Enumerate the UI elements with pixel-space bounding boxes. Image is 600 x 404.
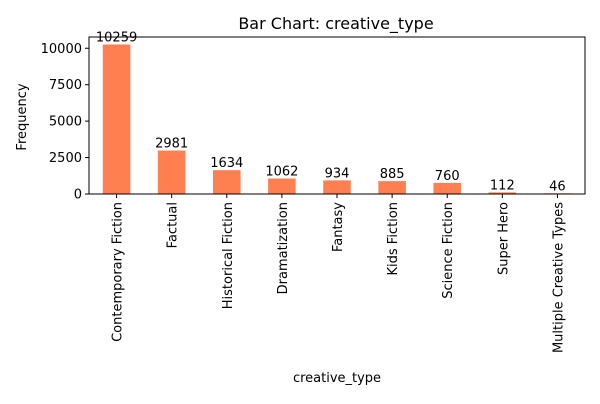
bar-fantasy	[323, 180, 351, 194]
y-tick-label: 0	[74, 188, 82, 203]
data-label-dramatization: 1062	[265, 165, 298, 180]
bar-super-hero	[488, 192, 517, 194]
y-axis: 0 2500 5000 7500 10000	[41, 42, 89, 203]
x-axis: Contemporary Fiction Factual Historical Fi…	[111, 194, 566, 353]
y-tick-label: 7500	[49, 78, 82, 93]
data-label-kids-fiction: 885	[380, 167, 405, 182]
y-axis-label: Frequency	[15, 83, 30, 150]
y-tick-label: 10000	[41, 42, 82, 57]
y-tick-label: 5000	[49, 115, 82, 130]
data-label-science-fiction: 760	[435, 169, 460, 184]
chart-title: Bar Chart: creative_type	[238, 14, 433, 34]
x-tick-label-historical-fiction: Historical Fiction	[221, 202, 236, 309]
data-label-historical-fiction: 1634	[210, 156, 243, 171]
bar-kids-fiction	[378, 181, 406, 194]
bar-contemporary-fiction	[102, 44, 131, 194]
bars-group	[102, 44, 572, 194]
x-tick-label-factual: Factual	[166, 202, 181, 248]
x-tick-label-kids-fiction: Kids Fiction	[386, 202, 401, 276]
x-axis-label: creative_type	[293, 371, 381, 386]
x-tick-label-science-fiction: Science Fiction	[441, 202, 456, 299]
plot-frame	[88, 36, 586, 195]
bar-science-fiction	[433, 182, 461, 194]
bar-factual	[157, 150, 186, 194]
x-tick-label-super-hero: Super Hero	[496, 202, 511, 275]
x-tick-label-dramatization: Dramatization	[276, 202, 291, 294]
data-label-contemporary-fiction: 10259	[96, 30, 137, 45]
x-tick-label-multiple-creative-types: Multiple Creative Types	[551, 202, 566, 353]
data-labels-group: 10259 2981 1634 1062 934 885 760 112 46	[96, 30, 566, 194]
data-label-fantasy: 934	[325, 166, 350, 181]
bar-historical-fiction	[213, 170, 241, 194]
x-tick-label-contemporary-fiction: Contemporary Fiction	[111, 202, 126, 342]
bar-dramatization	[268, 178, 296, 194]
x-tick-label-fantasy: Fantasy	[331, 202, 346, 252]
data-label-super-hero: 112	[490, 178, 515, 193]
y-tick-label: 2500	[49, 151, 82, 166]
data-label-multiple-creative-types: 46	[549, 179, 566, 194]
data-label-factual: 2981	[155, 137, 188, 152]
